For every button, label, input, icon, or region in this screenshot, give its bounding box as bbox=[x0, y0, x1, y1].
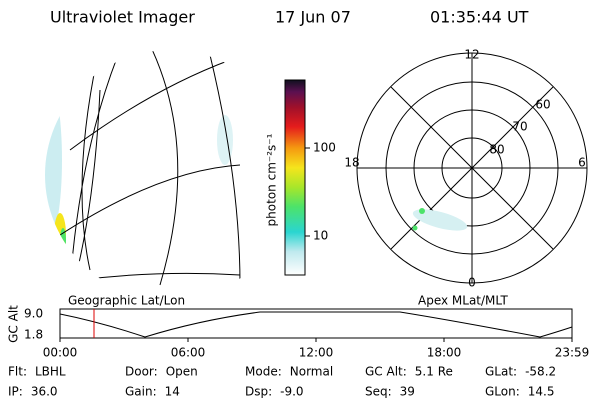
altitude-xtick-label: 06:00 bbox=[171, 346, 206, 360]
instrument: Ultraviolet Imager bbox=[50, 8, 195, 27]
mlat-label: 80 bbox=[489, 143, 504, 157]
info-key: GC Alt: bbox=[365, 365, 407, 379]
date: 17 Jun 07 bbox=[275, 8, 351, 27]
map-image bbox=[45, 50, 245, 286]
time: 01:35:44 UT bbox=[430, 8, 529, 27]
info-value: -9.0 bbox=[280, 385, 303, 399]
mlt-label: 18 bbox=[344, 156, 359, 170]
info-key: Seq: bbox=[365, 385, 392, 399]
mlt-label: 12 bbox=[464, 48, 479, 62]
info-value: LBHL bbox=[35, 365, 66, 379]
altitude-xtick-label: 23:59 bbox=[555, 346, 590, 360]
info-key: Dsp: bbox=[245, 385, 272, 399]
map-label: Geographic Lat/Lon bbox=[68, 294, 185, 308]
colorbar bbox=[284, 79, 306, 276]
mlt-label: 0 bbox=[468, 276, 476, 290]
mlat-label: 70 bbox=[512, 120, 527, 134]
altitude-xtick-label: 12:00 bbox=[299, 346, 334, 360]
info-key: Gain: bbox=[125, 385, 157, 399]
info-key: Door: bbox=[125, 365, 158, 379]
colorbar-tick: 10 bbox=[313, 229, 328, 243]
info-value: 14.5 bbox=[528, 385, 555, 399]
altitude-xtick-label: 00:00 bbox=[43, 346, 78, 360]
info-key: GLat: bbox=[485, 365, 517, 379]
info-value: -58.2 bbox=[525, 365, 556, 379]
altitude-ytick: 9.0 bbox=[24, 307, 43, 321]
polar-grid bbox=[356, 52, 588, 284]
info-key: IP: bbox=[8, 385, 23, 399]
altitude-xtick-label: 18:00 bbox=[427, 346, 462, 360]
altitude-curve bbox=[59, 311, 573, 338]
info-value: 39 bbox=[400, 385, 415, 399]
info-value: 5.1 Re bbox=[415, 365, 453, 379]
colorbar-tick: 100 bbox=[313, 141, 336, 155]
info-value: Normal bbox=[290, 365, 333, 379]
mlat-label: 60 bbox=[535, 98, 550, 112]
mlt-label: 6 bbox=[578, 156, 586, 170]
altitude-ylabel: GC Alt bbox=[7, 305, 21, 343]
colorbar-label: photon cm⁻²s⁻¹ bbox=[265, 133, 279, 226]
info-value: 36.0 bbox=[31, 385, 58, 399]
info-value: Open bbox=[166, 365, 198, 379]
info-key: GLon: bbox=[485, 385, 520, 399]
altitude-frame bbox=[59, 308, 573, 339]
info-key: Flt: bbox=[8, 365, 27, 379]
polar-label: Apex MLat/MLT bbox=[418, 294, 508, 308]
info-key: Mode: bbox=[245, 365, 282, 379]
info-value: 14 bbox=[165, 385, 180, 399]
altitude-ytick: 1.8 bbox=[24, 328, 43, 342]
